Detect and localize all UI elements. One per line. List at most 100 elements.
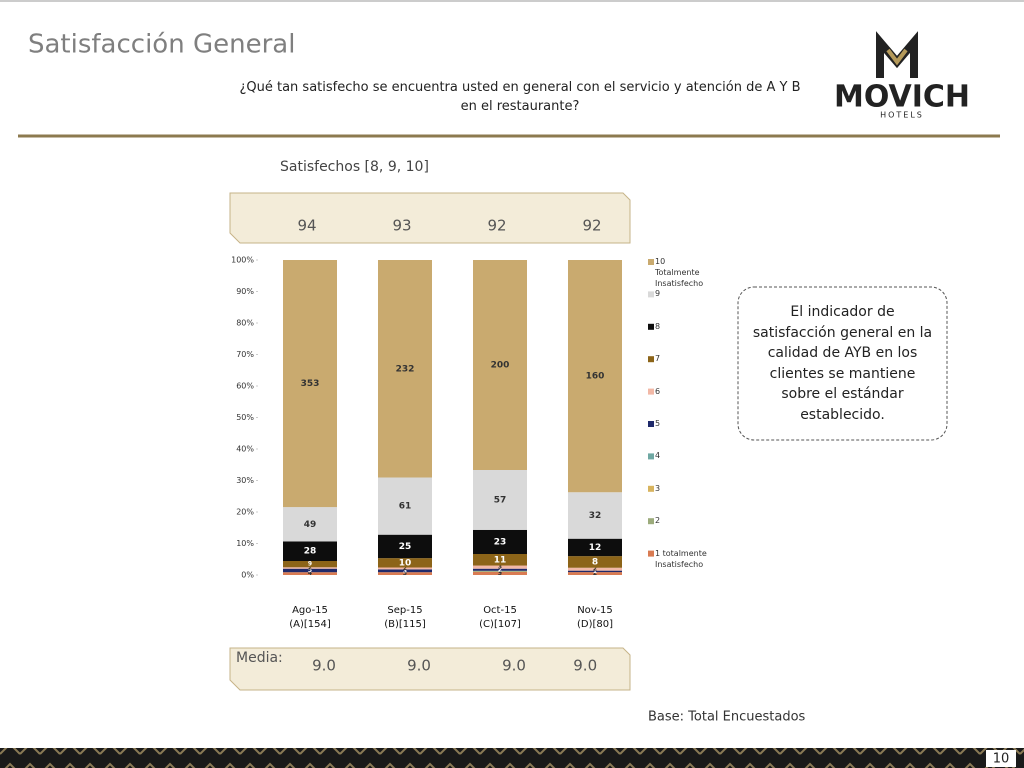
bar-segment <box>473 565 527 569</box>
legend-swatch <box>648 421 654 427</box>
base-note: Base: Total Encuestados <box>648 710 806 725</box>
bar-segment <box>283 567 337 569</box>
bar-segment <box>378 260 432 478</box>
legend-swatch <box>648 356 654 363</box>
legend-label: 7 <box>655 354 661 364</box>
y-tick-label: 70% <box>236 350 254 359</box>
legend-label: 3 <box>655 483 661 493</box>
legend-swatch <box>648 518 654 525</box>
media-value: 9.0 <box>407 657 431 675</box>
data-label: 4 <box>308 570 312 577</box>
data-label: 353 <box>301 379 320 389</box>
bar-segment <box>283 541 337 561</box>
y-tick-label: 10% <box>236 539 254 548</box>
y-tick-label: 40% <box>236 445 254 454</box>
bar-segment <box>473 568 527 571</box>
bar-segment <box>283 561 337 568</box>
media-value: 9.0 <box>312 657 336 675</box>
legend-swatch <box>648 259 654 265</box>
x-tick-label: Nov-15 <box>577 605 613 616</box>
x-tick-base: (A)[154] <box>289 619 331 630</box>
data-label: 3 <box>498 564 502 571</box>
logo-text: MOVICH <box>834 80 970 115</box>
legend-swatch <box>648 485 654 492</box>
bar-segment <box>568 572 622 575</box>
question: ¿Qué tan satisfecho se encuentra usted e… <box>239 80 801 114</box>
y-tick-label: 0% <box>241 571 254 580</box>
bar-segment <box>473 554 527 566</box>
bar-segment <box>283 260 337 508</box>
bar-segment <box>473 470 527 530</box>
legend-label: 10 Totalmente Insatisfecho <box>655 257 704 288</box>
legend-swatch <box>648 453 654 460</box>
y-tick-label: 80% <box>236 319 254 328</box>
data-label: 1 <box>498 568 502 575</box>
page-box <box>986 750 1016 767</box>
legend-label: 8 <box>655 321 661 331</box>
data-label: 2 <box>403 565 407 572</box>
footer-band <box>0 748 1024 768</box>
satisfied-value: 93 <box>392 217 411 235</box>
data-label: 8 <box>592 557 598 567</box>
data-label: 57 <box>494 495 507 505</box>
media-box <box>229 647 631 691</box>
bar-segment <box>568 538 622 557</box>
bar-segment <box>473 260 527 470</box>
x-tick-base: (D)[80] <box>577 619 613 630</box>
satisfied-box <box>229 192 631 244</box>
legend-label: 6 <box>655 386 661 396</box>
x-tick-label: Oct-15 <box>483 605 517 616</box>
bar-segment <box>378 572 432 575</box>
x-tick-base: (C)[107] <box>479 619 521 630</box>
data-label: 3 <box>403 567 407 574</box>
legend-label: 4 <box>655 451 661 461</box>
bar-segment <box>378 567 432 570</box>
data-label: 2 <box>498 566 502 573</box>
bar-segment <box>568 260 622 493</box>
satisfied-value: 92 <box>582 217 601 235</box>
bar-segment <box>378 477 432 535</box>
bar-segment <box>378 558 432 568</box>
y-tick-label: 50% <box>236 413 254 422</box>
y-tick-label: 100% <box>231 256 254 265</box>
bar-segment <box>568 570 622 573</box>
top-label: Satisfechos [8, 9, 10] <box>280 159 429 175</box>
media-value: 9.0 <box>573 657 597 675</box>
data-label: 2 <box>308 565 312 572</box>
legend-label: 9 <box>655 289 661 299</box>
x-tick-base: (B)[115] <box>384 619 426 630</box>
data-label: 12 <box>589 543 602 553</box>
data-label: 160 <box>586 372 605 382</box>
satisfied-value: 92 <box>487 217 506 235</box>
data-label: 3 <box>498 570 502 577</box>
data-label: 5 <box>308 567 312 574</box>
data-label: 11 <box>494 555 507 565</box>
data-label: 200 <box>491 361 510 371</box>
data-label: 32 <box>589 511 602 521</box>
legend-swatch <box>648 323 654 330</box>
note-box <box>737 286 948 441</box>
legend-label: 1 totalmente Insatisfecho <box>655 548 707 569</box>
satisfied-value: 94 <box>297 217 316 235</box>
media-value: 9.0 <box>502 657 526 675</box>
data-label: 232 <box>396 364 415 374</box>
data-label: 2 <box>593 566 597 573</box>
x-tick-label: Ago-15 <box>292 605 328 616</box>
legend-swatch <box>648 291 654 298</box>
bar-segment <box>473 570 527 572</box>
bar-segment <box>378 569 432 573</box>
data-label: 28 <box>304 547 317 557</box>
bar-segment <box>473 571 527 575</box>
data-label: 10 <box>399 558 412 568</box>
data-label: 1 <box>593 568 597 575</box>
data-label: 23 <box>494 537 507 547</box>
legend-swatch <box>648 388 654 395</box>
title: Satisfacción General <box>28 30 295 60</box>
data-label: 25 <box>399 542 412 552</box>
bar-segment <box>473 529 527 554</box>
bar-segment <box>568 492 622 539</box>
bar-segment <box>283 572 337 575</box>
y-tick-label: 90% <box>236 287 254 296</box>
